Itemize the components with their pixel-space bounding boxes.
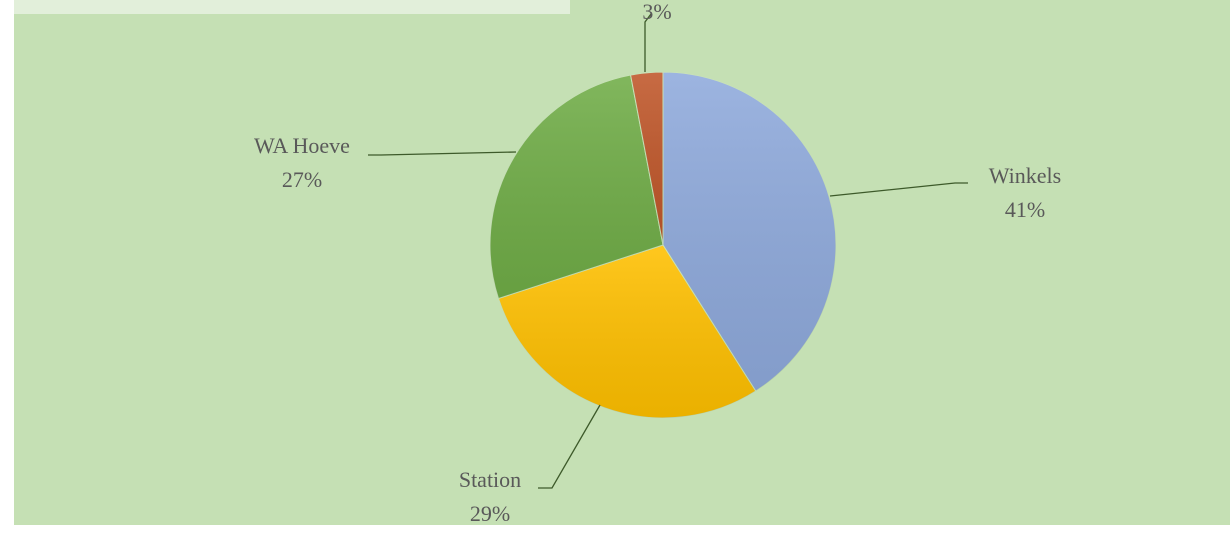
slice-shade <box>490 75 663 299</box>
category-label: Station <box>459 467 521 492</box>
value-label: 41% <box>1005 197 1045 222</box>
labels: Winkels 41% Station 29% WA Hoeve 27% 3% <box>254 0 1061 526</box>
value-label: 29% <box>470 501 510 526</box>
slice-shade <box>630 72 663 245</box>
leader-line <box>644 13 652 72</box>
slice-shade <box>663 72 837 392</box>
leader-line <box>538 404 601 489</box>
category-label: Winkels <box>989 163 1061 188</box>
value-label: 3% <box>642 0 671 24</box>
leader-line <box>368 151 517 156</box>
value-label: 27% <box>282 167 322 192</box>
leader-line <box>829 182 968 197</box>
pie <box>489 71 837 419</box>
header-strip <box>14 0 570 14</box>
category-label: WA Hoeve <box>254 133 350 158</box>
slice-shade <box>498 245 756 419</box>
